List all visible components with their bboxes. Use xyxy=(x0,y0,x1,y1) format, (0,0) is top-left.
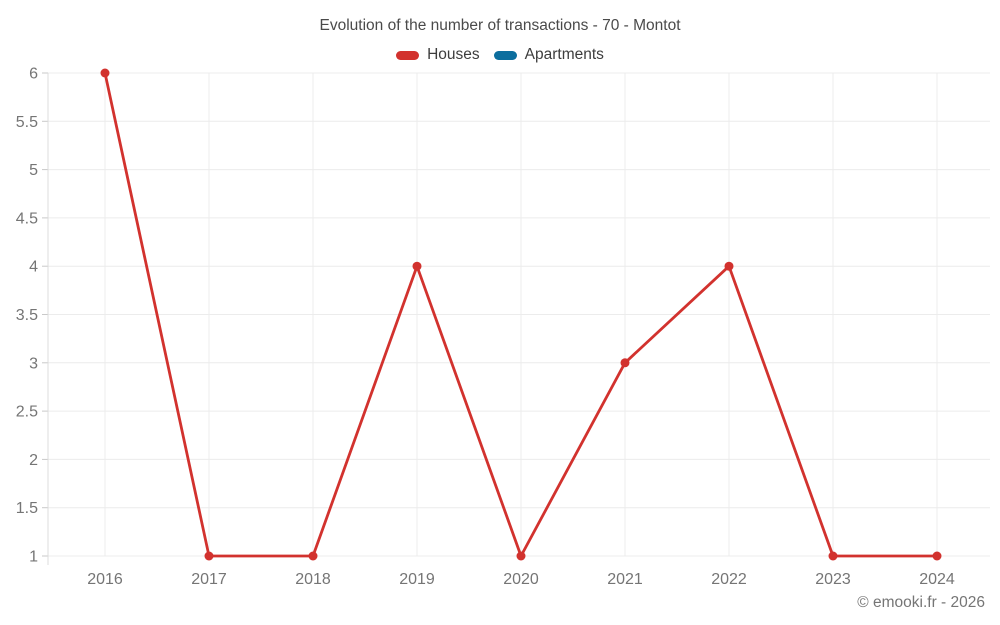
data-point-houses[interactable] xyxy=(828,551,838,561)
data-point-houses[interactable] xyxy=(412,261,422,271)
data-point-houses[interactable] xyxy=(620,358,630,368)
y-axis-label: 4.5 xyxy=(16,210,38,227)
legend: Houses Apartments xyxy=(0,46,1000,64)
legend-label-houses: Houses xyxy=(427,46,480,63)
legend-item-apartments[interactable]: Apartments xyxy=(493,46,604,64)
legend-item-houses[interactable]: Houses xyxy=(396,46,480,64)
y-axis-label: 5.5 xyxy=(16,114,38,131)
chart-title: Evolution of the number of transactions … xyxy=(319,17,681,34)
y-axis-label: 6 xyxy=(29,66,38,83)
x-axis-label: 2022 xyxy=(711,571,747,588)
y-axis-label: 1.5 xyxy=(16,500,38,517)
x-axis-label: 2023 xyxy=(815,571,851,588)
y-axis-label: 2 xyxy=(29,452,38,469)
x-axis-label: 2019 xyxy=(399,571,435,588)
x-axis-label: 2021 xyxy=(607,571,643,588)
data-point-houses[interactable] xyxy=(204,551,214,561)
apartments-swatch-icon xyxy=(493,50,517,60)
y-axis-label: 3 xyxy=(29,355,38,372)
y-axis-label: 2.5 xyxy=(16,404,38,421)
copyright-text: © emooki.fr - 2026 xyxy=(857,594,985,611)
x-axis-label: 2024 xyxy=(919,571,955,588)
data-point-houses[interactable] xyxy=(308,551,318,561)
x-axis-label: 2017 xyxy=(191,571,227,588)
data-point-houses[interactable] xyxy=(724,261,734,271)
data-point-houses[interactable] xyxy=(932,551,942,561)
houses-swatch-icon xyxy=(396,50,420,60)
x-axis-label: 2020 xyxy=(503,571,539,588)
legend-label-apartments: Apartments xyxy=(524,46,604,63)
y-axis-label: 4 xyxy=(29,259,38,276)
data-point-houses[interactable] xyxy=(516,551,526,561)
y-axis-label: 3.5 xyxy=(16,307,38,324)
data-point-houses[interactable] xyxy=(100,68,110,78)
x-axis-label: 2016 xyxy=(87,571,123,588)
y-axis-label: 5 xyxy=(29,162,38,179)
x-axis-label: 2018 xyxy=(295,571,331,588)
y-axis-label: 1 xyxy=(29,549,38,566)
